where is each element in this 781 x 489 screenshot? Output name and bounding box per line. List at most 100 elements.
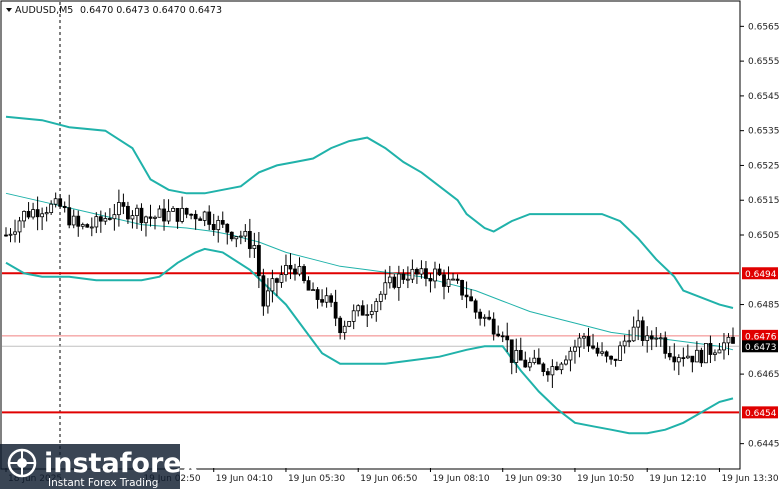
candle — [428, 273, 433, 293]
candle-body — [76, 215, 81, 227]
candle-body — [184, 207, 189, 215]
candle — [22, 210, 26, 228]
candle — [568, 346, 573, 372]
time-tick-label: 19 Jun 10:50 — [577, 474, 634, 484]
candle-body — [98, 216, 103, 222]
candle-body — [726, 336, 731, 344]
candle-body — [532, 357, 537, 363]
candle — [622, 334, 627, 354]
candle-body — [523, 359, 528, 368]
ask-price-tag-label: 0.6476 — [745, 332, 777, 342]
candle — [270, 269, 275, 303]
candle — [180, 196, 185, 224]
price-axis: 0.6565 0.6555 0.6545 0.6535 0.6525 0.6515 0.65… — [740, 22, 780, 450]
candle-body — [302, 266, 306, 282]
candle-body — [582, 336, 586, 339]
candle — [699, 347, 704, 367]
candle — [631, 316, 636, 342]
candle-body — [266, 290, 270, 307]
candle — [116, 189, 121, 227]
candle-body — [618, 345, 623, 361]
candle — [573, 339, 577, 364]
price-tick-label: 0.6485 — [748, 301, 780, 311]
candle-body — [446, 278, 451, 287]
candle-body — [731, 336, 735, 344]
level-tag-1: 0.6494 — [742, 267, 778, 280]
candle — [252, 232, 257, 258]
candle — [148, 204, 153, 227]
candle — [681, 347, 686, 367]
price-tick-label: 0.6515 — [748, 196, 780, 206]
candle — [473, 298, 478, 319]
candle — [396, 265, 401, 301]
time-tick-label: 19 Jun 13:30 — [721, 474, 778, 484]
candle — [514, 338, 519, 373]
candle — [135, 204, 139, 229]
candle — [333, 289, 338, 327]
candle-body — [288, 265, 293, 270]
candle — [663, 331, 668, 359]
candle-body — [35, 209, 40, 218]
candle — [545, 368, 550, 382]
candle-body — [464, 294, 469, 298]
candle — [171, 206, 175, 212]
time-tick-label: 19 Jun 09:30 — [505, 474, 562, 484]
candle-body — [640, 320, 645, 341]
candle-body — [80, 224, 85, 227]
dropdown-triangle-icon[interactable] — [6, 8, 12, 12]
bollinger-upper — [5, 115, 734, 309]
candle-body — [198, 218, 203, 221]
candle-body — [419, 268, 424, 275]
candle-body — [545, 371, 550, 376]
candle-body — [694, 349, 699, 363]
candle-body — [189, 213, 194, 216]
candle-body — [4, 234, 8, 237]
candle-body — [392, 276, 397, 288]
candle — [338, 315, 343, 340]
candle-body — [166, 210, 171, 222]
candle — [387, 265, 392, 289]
candle — [80, 222, 85, 230]
candle-body — [320, 299, 324, 303]
candle — [297, 257, 302, 277]
candle — [582, 332, 586, 349]
candle-body — [103, 218, 108, 222]
candle — [600, 342, 604, 357]
candle-body — [62, 205, 67, 209]
candle — [536, 348, 541, 365]
candle-body — [139, 207, 144, 224]
candle — [320, 289, 324, 307]
candle-body — [663, 337, 668, 354]
candle-body — [600, 351, 604, 354]
candle-body — [387, 276, 392, 284]
candle-body — [270, 278, 275, 292]
candle-body — [256, 245, 261, 277]
candle-body — [225, 223, 230, 233]
candle-body — [573, 346, 577, 352]
candle — [487, 310, 492, 321]
candle-body — [577, 337, 582, 348]
candle — [261, 268, 266, 316]
candle-body — [424, 268, 428, 279]
chart-header: AUDUSD,M5 0.6470 0.6473 0.6470 0.6473 — [6, 5, 222, 16]
candle-body — [220, 220, 225, 225]
candle-body — [351, 310, 356, 322]
candle — [690, 355, 695, 373]
candle — [216, 215, 221, 243]
candle-body — [216, 220, 221, 231]
candle-body — [71, 215, 76, 226]
price-tick-label: 0.6465 — [748, 370, 780, 380]
candle-body — [559, 363, 564, 371]
candle-body — [8, 233, 13, 236]
candle-body — [473, 300, 478, 313]
candle-body — [333, 301, 338, 319]
candle — [76, 210, 81, 237]
level-tag-2: 0.6454 — [742, 406, 778, 419]
candle — [609, 355, 613, 365]
candle — [442, 269, 446, 300]
candle — [53, 192, 58, 208]
candle-body — [297, 266, 302, 275]
candle — [107, 208, 112, 221]
last-price-tag-background — [742, 340, 778, 353]
